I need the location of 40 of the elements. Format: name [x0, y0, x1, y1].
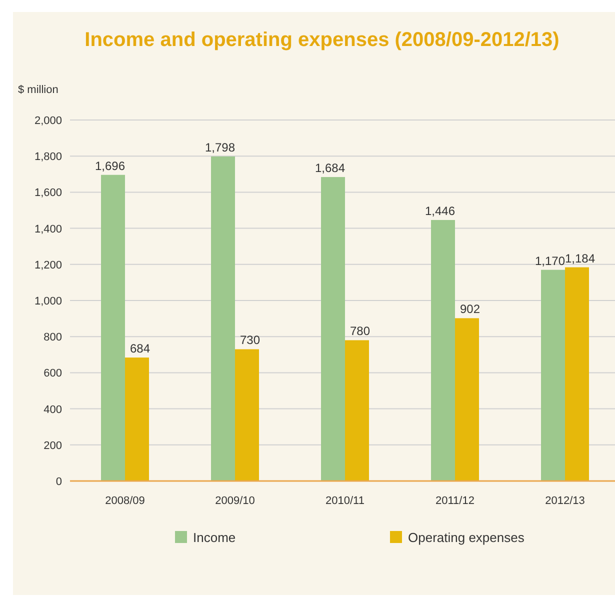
- y-tick-label: 1,600: [34, 187, 62, 200]
- y-axis-title: $ million: [18, 84, 58, 96]
- data-label: 1,684: [314, 161, 346, 176]
- y-tick-label: 1,400: [34, 223, 62, 236]
- bar: [541, 270, 565, 481]
- bar: [345, 340, 369, 481]
- legend-label: Operating expenses: [408, 530, 525, 545]
- bar: [565, 267, 589, 481]
- y-tick-label: 2,000: [34, 115, 62, 127]
- data-label: 1,184: [564, 251, 596, 266]
- legend-label: Income: [193, 530, 236, 545]
- bar: [125, 358, 149, 481]
- y-tick-label: 1,200: [34, 259, 62, 272]
- x-tick-label: 2009/10: [215, 495, 255, 507]
- y-tick-label: 400: [44, 404, 62, 416]
- y-tick-label: 1,000: [34, 296, 62, 308]
- data-label: 1,446: [424, 204, 456, 218]
- data-label: 730: [240, 333, 260, 348]
- bar: [235, 349, 259, 481]
- y-tick-label: 0: [56, 476, 62, 488]
- x-tick-label: 2008/09: [105, 495, 145, 507]
- bar: [211, 156, 235, 481]
- data-label: 902: [460, 302, 480, 316]
- bar: [455, 318, 479, 481]
- x-tick-label: 2010/11: [326, 495, 364, 507]
- data-label: 1,696: [94, 158, 126, 173]
- bar: [431, 220, 455, 481]
- y-tick-label: 200: [44, 440, 62, 452]
- bar: [321, 177, 345, 481]
- y-tick-label: 800: [44, 332, 62, 344]
- chart-title: Income and operating expenses (2008/09-2012/13): [84, 29, 560, 51]
- data-label: 1,798: [204, 140, 236, 154]
- x-tick-label: 2012/13: [545, 495, 585, 507]
- data-label: 780: [350, 324, 370, 338]
- y-tick-label: 600: [44, 368, 62, 380]
- bar: [101, 174, 125, 481]
- x-tick-label: 2011/12: [436, 495, 474, 507]
- data-label: 684: [130, 342, 150, 356]
- y-tick-label: 1,800: [34, 151, 62, 164]
- data-label: 1,170: [534, 254, 566, 268]
